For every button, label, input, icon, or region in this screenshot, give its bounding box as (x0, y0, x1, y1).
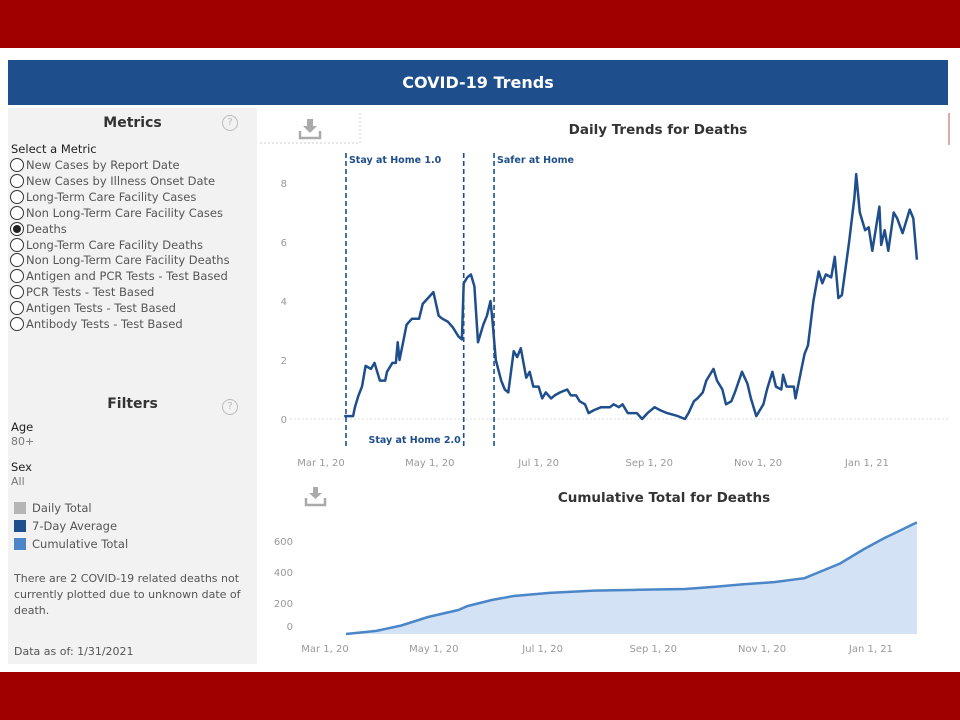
download-icon (298, 119, 322, 140)
x-tick-label: Jul 1, 20 (517, 458, 559, 469)
legend-cumulative-total: Cumulative Total (14, 537, 128, 551)
radio-button[interactable] (10, 173, 24, 188)
legend-label: Cumulative Total (32, 537, 129, 551)
metric-option-label: Antigen and PCR Tests - Test Based (26, 269, 228, 284)
radio-button[interactable] (10, 158, 24, 172)
data-as-of: Data as of: 1/31/2021 (14, 645, 134, 658)
bottom-border-band (0, 672, 960, 720)
metric-option[interactable]: Long-Term Care Facility Deaths (10, 237, 203, 253)
metric-option-label: Non Long-Term Care Facility Cases (26, 205, 223, 220)
y-tick-label: 400 (274, 568, 293, 579)
annotation-label: Stay at Home 1.0 (349, 155, 442, 166)
y-tick-label: 200 (274, 599, 293, 610)
metric-option-label: Non Long-Term Care Facility Deaths (26, 253, 230, 268)
legend-7-day-average: 7-Day Average (14, 519, 117, 533)
age-filter-value[interactable]: 80+ (11, 435, 35, 448)
y-tick-label: 4 (281, 297, 287, 308)
metric-option-label: New Cases by Illness Onset Date (26, 173, 216, 188)
age-filter-label: Age (11, 420, 34, 434)
filters-title: Filters (107, 396, 158, 412)
metric-option-label: New Cases by Report Date (26, 158, 180, 172)
unplotted-deaths-note: There are 2 COVID-19 related deaths not … (14, 572, 241, 617)
dashboard-header: COVID-19 Trends (8, 60, 948, 105)
radio-button[interactable] (10, 205, 24, 220)
metric-option-label: Antigen Tests - Test Based (26, 301, 176, 316)
daily-chart-title: Daily Trends for Deaths (569, 122, 748, 138)
metric-option-label: Antibody Tests - Test Based (26, 317, 183, 331)
download-button[interactable] (260, 113, 361, 144)
metric-option[interactable]: New Cases by Report Date (10, 157, 180, 173)
y-tick-label: 8 (281, 179, 287, 190)
legend-label: Daily Total (32, 501, 92, 515)
metric-option[interactable]: Deaths (10, 221, 67, 237)
metrics-title: Metrics (103, 115, 162, 131)
question-circle-icon[interactable]: ? (222, 399, 238, 415)
radio-button[interactable] (10, 317, 24, 331)
x-tick-label: Jul 1, 20 (521, 644, 563, 655)
radio-button[interactable] (10, 253, 24, 268)
x-tick-label: Jan 1, 21 (844, 458, 889, 469)
metric-option-label: PCR Tests - Test Based (26, 285, 155, 300)
metric-option[interactable]: Non Long-Term Care Facility Cases (10, 205, 223, 221)
radio-button[interactable] (10, 269, 24, 284)
y-tick-label: 0 (287, 622, 293, 633)
metric-option-label: Long-Term Care Facility Cases (26, 189, 197, 204)
legend-label: 7-Day Average (32, 519, 118, 533)
cumulative-line (345, 521, 918, 636)
cumulative-area (346, 522, 917, 634)
annotation-label: Stay at Home 2.0 (369, 435, 462, 446)
metric-option[interactable]: Antigen and PCR Tests - Test Based (10, 268, 228, 284)
left-panel: Metrics ? Select a Metric New Cases by R… (8, 108, 257, 664)
legend-daily-total: Daily Total (14, 501, 92, 515)
top-border-band (0, 0, 960, 48)
radio-button[interactable] (10, 189, 24, 204)
radio-button[interactable] (10, 301, 24, 316)
download-button[interactable] (304, 487, 327, 507)
radio-button[interactable] (10, 237, 24, 252)
y-tick-label: 2 (281, 356, 287, 367)
metric-option[interactable]: Antibody Tests - Test Based (10, 316, 183, 332)
metric-option-label: Deaths (26, 221, 67, 236)
legend-swatch (14, 520, 26, 532)
x-tick-label: Nov 1, 20 (738, 644, 786, 655)
cumulative-chart-title: Cumulative Total for Deaths (558, 490, 770, 506)
dashboard-title: COVID-19 Trends (402, 73, 554, 92)
metric-option[interactable]: Antigen Tests - Test Based (10, 300, 176, 316)
x-tick-label: Mar 1, 20 (301, 644, 349, 655)
x-tick-label: Sep 1, 20 (630, 644, 677, 655)
y-tick-label: 6 (281, 238, 287, 249)
question-circle-icon[interactable]: ? (222, 115, 238, 131)
annotation-label: Safer at Home (497, 155, 574, 166)
metric-option[interactable]: PCR Tests - Test Based (10, 284, 154, 300)
x-tick-label: Mar 1, 20 (297, 458, 345, 469)
metric-option[interactable]: New Cases by Illness Onset Date (10, 173, 215, 189)
download-icon (304, 487, 327, 507)
select-metric-label: Select a Metric (11, 142, 97, 156)
x-tick-label: May 1, 20 (409, 644, 458, 655)
legend-swatch (14, 502, 26, 514)
seven-day-average-line (344, 172, 919, 421)
radio-button[interactable] (10, 285, 24, 300)
x-tick-label: Nov 1, 20 (734, 458, 782, 469)
y-tick-label: 600 (274, 537, 293, 548)
x-tick-label: Jan 1, 21 (848, 644, 893, 655)
legend-swatch (14, 538, 26, 550)
y-tick-label: 0 (281, 415, 287, 426)
metric-option[interactable]: Long-Term Care Facility Cases (10, 189, 196, 205)
x-tick-label: May 1, 20 (405, 458, 454, 469)
metric-option[interactable]: Non Long-Term Care Facility Deaths (10, 252, 230, 268)
sex-filter-label: Sex (11, 460, 32, 474)
metric-option-label: Long-Term Care Facility Deaths (26, 237, 203, 252)
radio-button[interactable] (10, 221, 24, 236)
x-tick-label: Sep 1, 20 (626, 458, 673, 469)
sex-filter-value[interactable]: All (11, 475, 25, 488)
